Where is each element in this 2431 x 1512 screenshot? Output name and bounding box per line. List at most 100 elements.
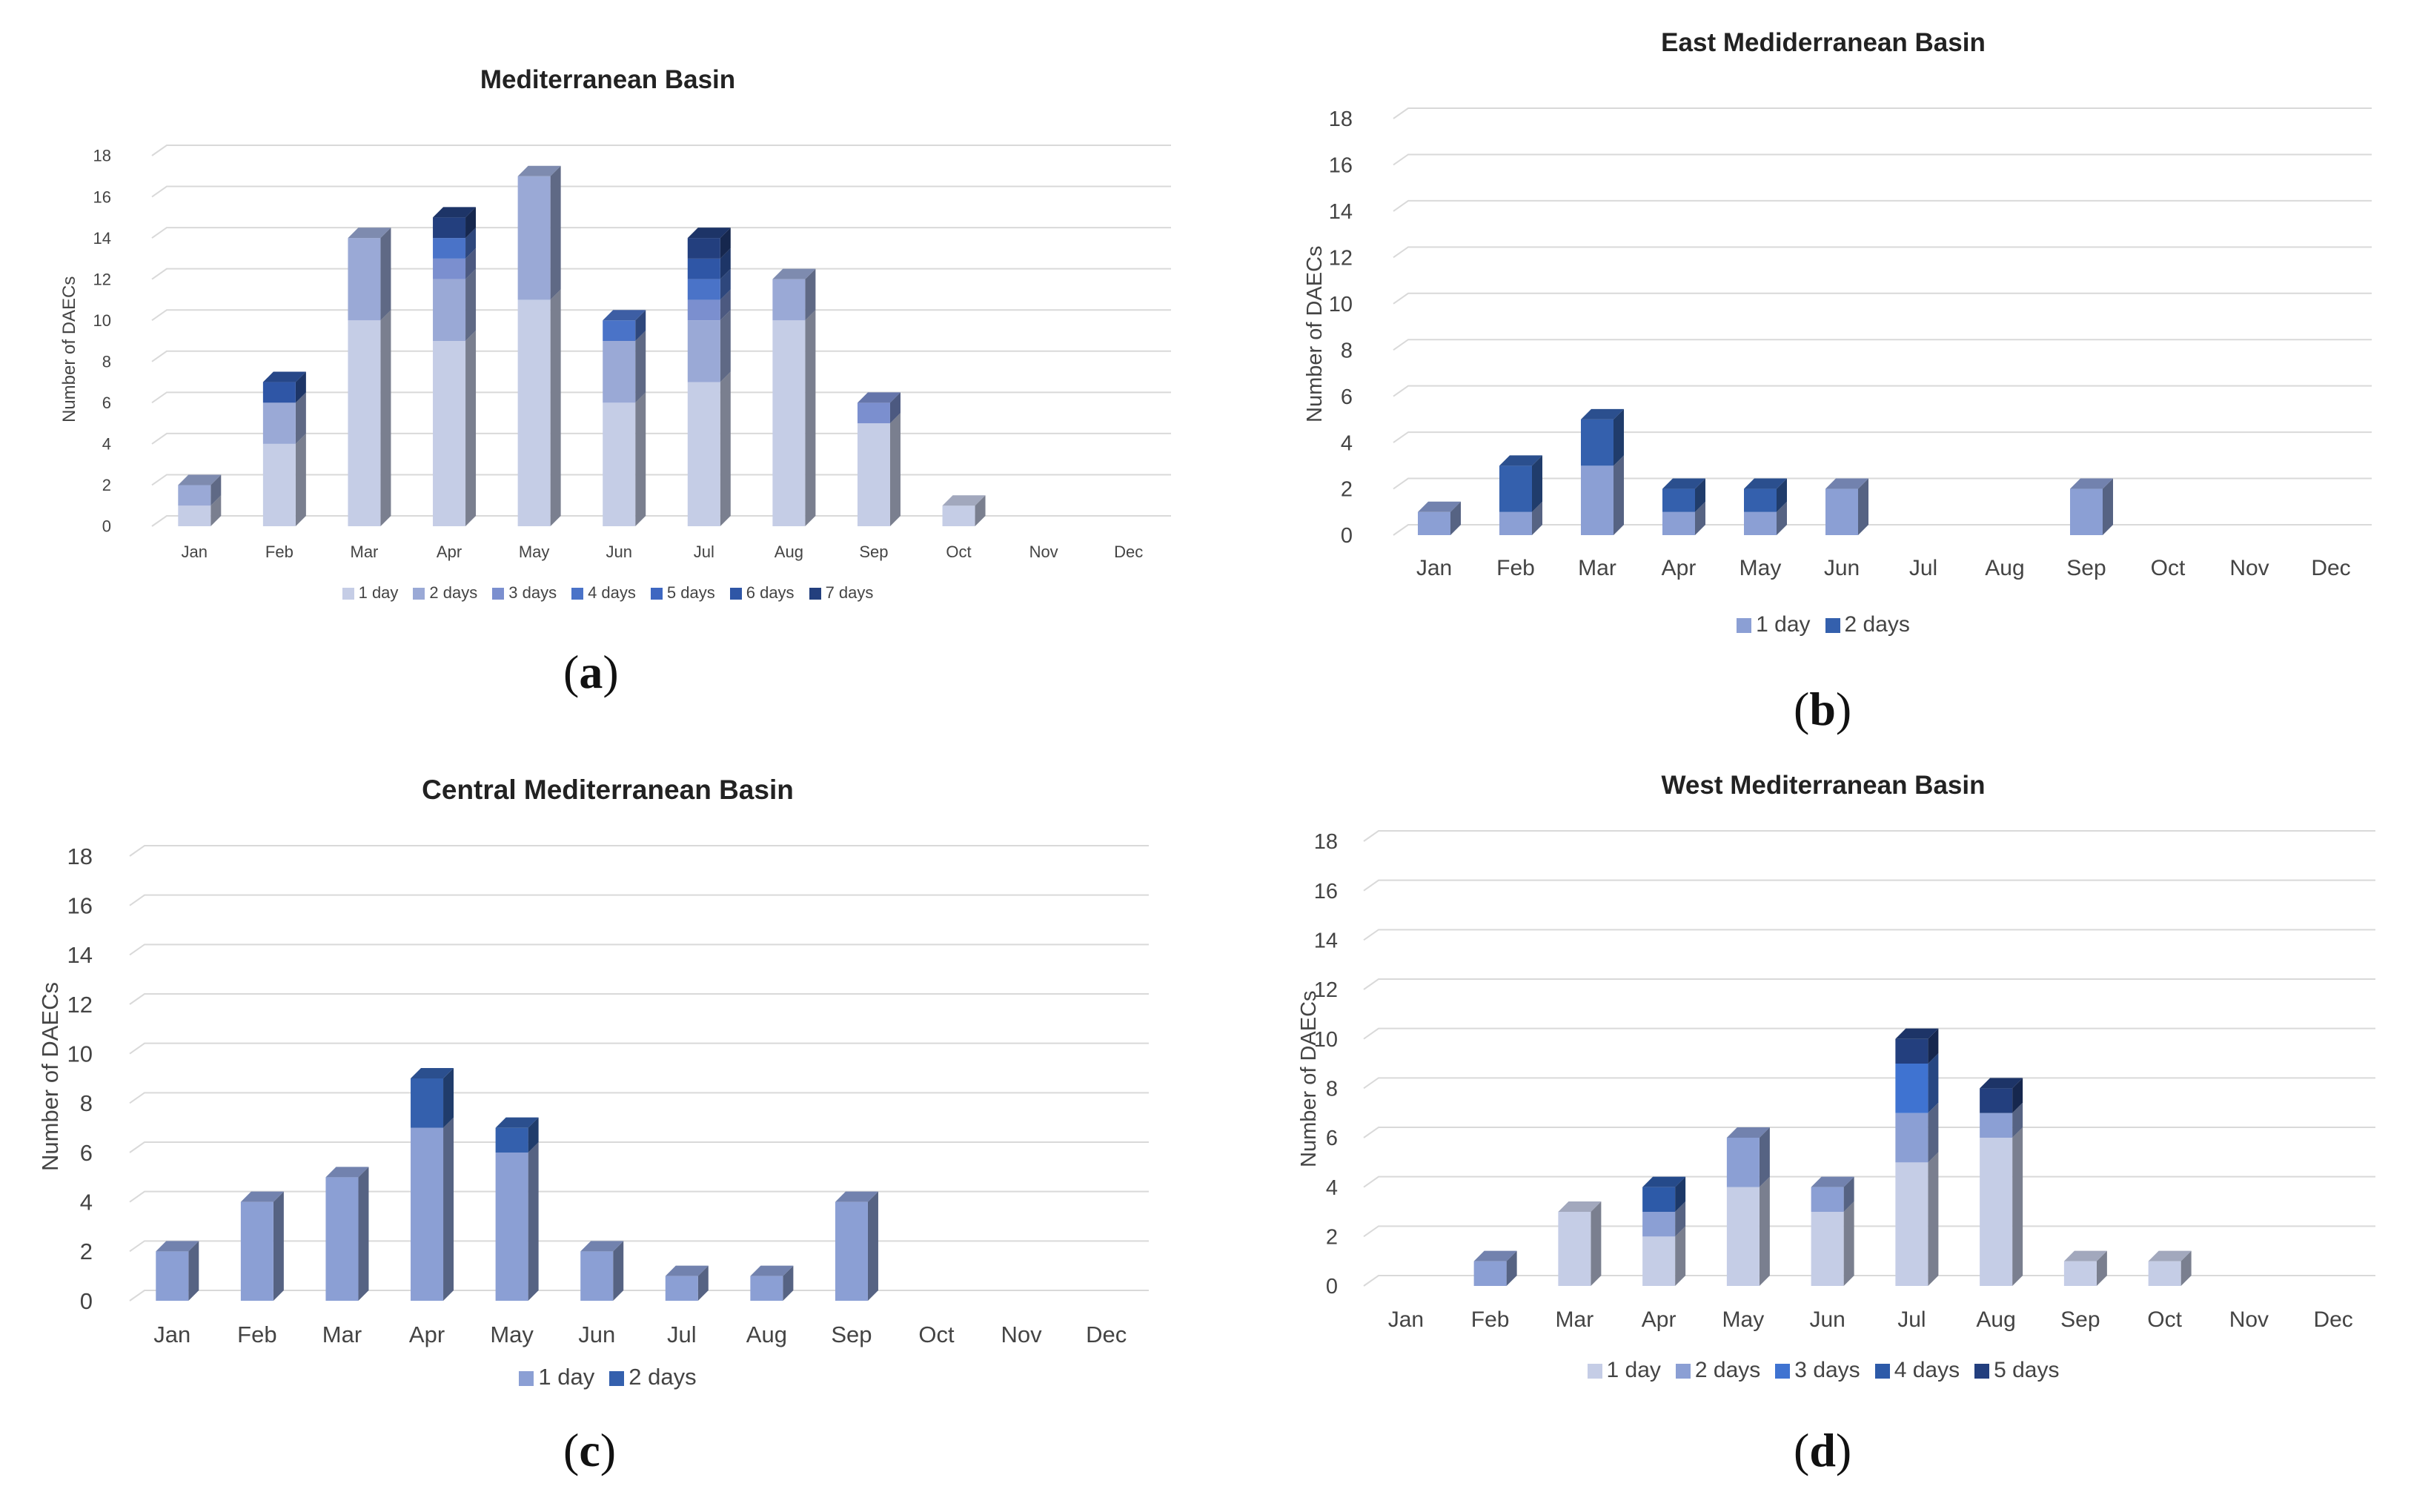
y-tick-label: 8	[80, 1090, 93, 1116]
legend-item: 1 day	[342, 583, 398, 603]
gridline	[129, 1042, 1149, 1055]
bar-top	[1642, 1176, 1686, 1187]
gridline	[1393, 292, 2372, 305]
gridline	[151, 350, 1171, 362]
panel-label: (a)	[563, 646, 619, 698]
bar-top	[750, 1265, 794, 1276]
x-tick-label: Apr	[1662, 556, 1697, 580]
y-tick-label: 10	[1314, 1028, 1338, 1052]
chart-legend: 1 day 2 days	[0, 1364, 1216, 1390]
bar-top	[942, 495, 986, 506]
gridline	[129, 1092, 1149, 1104]
y-tick-label: 16	[1314, 880, 1338, 903]
bar-segment	[1895, 1053, 1939, 1113]
bar-segment	[772, 310, 816, 526]
gridline	[151, 515, 1171, 527]
chart-legend: 1 day 2 days 3 days 4 days 5 days	[1216, 1358, 2431, 1383]
bar-top	[1662, 478, 1705, 489]
bar-segment	[603, 392, 646, 526]
bar-segment	[433, 207, 477, 239]
legend-swatch	[519, 1370, 534, 1386]
gridline	[1363, 978, 2375, 990]
bar-segment	[262, 371, 306, 403]
x-tick-label: Sep	[859, 543, 888, 561]
y-tick-label: 2	[102, 476, 111, 494]
bar-segment	[1581, 408, 1624, 466]
gridline	[151, 227, 1171, 239]
x-tick-label: Jan	[1388, 1307, 1424, 1332]
x-tick-label: Sep	[831, 1322, 872, 1347]
bar-segment	[1662, 501, 1705, 535]
y-tick-label: 10	[1329, 293, 1353, 316]
panel-letter: c	[579, 1424, 600, 1476]
bar-segment	[772, 268, 816, 321]
legend-item: 2 days	[1675, 1358, 1760, 1383]
y-tick-label: 8	[102, 352, 111, 371]
bar-segment	[2070, 478, 2113, 535]
gridline	[151, 309, 1171, 322]
legend-item: 1 day	[519, 1364, 594, 1390]
panel-label: (b)	[1794, 683, 1852, 735]
bar-top	[1895, 1028, 1939, 1039]
bar-segment	[1726, 1176, 1770, 1286]
legend-item: 1 day	[1587, 1358, 1661, 1383]
bar-segment	[750, 1265, 794, 1301]
y-tick-label: 18	[1329, 107, 1353, 131]
chart-title: West Mediterranean Basin	[1661, 771, 1986, 800]
legend-label: 2 days	[1844, 612, 1910, 637]
legend-label: 3 days	[508, 583, 557, 602]
gridline	[129, 993, 1149, 1005]
gridline	[1363, 1225, 2375, 1238]
y-tick-label: 0	[102, 517, 111, 536]
x-tick-label: Jan	[182, 543, 208, 561]
bar-segment	[262, 392, 306, 444]
bar-segment	[433, 248, 477, 279]
y-tick-label: 18	[67, 843, 93, 869]
bar-top	[325, 1167, 369, 1178]
chart-panel-d: West Mediterranean Basin Number of DAECs…	[1216, 756, 2431, 1512]
gridline	[151, 268, 1171, 280]
gridline	[129, 1190, 1149, 1203]
bar-top	[262, 371, 306, 382]
bar-top	[2148, 1250, 2192, 1261]
bar-segment	[857, 392, 901, 424]
y-tick-label: 4	[80, 1190, 93, 1216]
y-tick-label: 4	[1341, 431, 1353, 455]
y-tick-label: 2	[80, 1239, 93, 1264]
gridline	[1393, 339, 2372, 351]
legend-item: 2 days	[413, 583, 477, 603]
bar-segment	[262, 433, 306, 526]
y-tick-label: 14	[67, 942, 93, 968]
y-tick-label: 10	[67, 1041, 93, 1067]
gridline	[1393, 431, 2372, 443]
bar-segment	[1662, 478, 1705, 512]
chart-plot: 0 2 4 6 8 10 12 14 16 18 Jan Feb Mar Apr May Jun Jul Aug S…	[1329, 107, 2372, 580]
chart-plot: 0 2 4 6 8 10 12 14 16 18 Jan Feb Mar Apr May Jun Jul Aug S…	[1314, 830, 2375, 1332]
legend-label: 4 days	[1894, 1358, 1960, 1382]
y-tick-label: 10	[93, 311, 111, 330]
bar-segment	[178, 474, 222, 506]
bar-segment	[687, 268, 731, 300]
x-tick-label: May	[519, 543, 550, 561]
panel-label: (c)	[563, 1424, 617, 1476]
bar-segment	[348, 310, 391, 526]
bar-top	[1980, 1078, 2023, 1089]
bar-segment	[1744, 478, 1787, 512]
gridline	[1363, 1176, 2375, 1188]
y-tick-label: 12	[1329, 246, 1353, 270]
bar-segment	[433, 268, 477, 341]
bar-segment	[1499, 501, 1542, 535]
x-tick-label: Mar	[322, 1322, 362, 1347]
legend-item: 4 days	[1874, 1358, 1960, 1383]
legend-label: 2 days	[429, 583, 478, 602]
y-tick-label: 14	[1314, 929, 1338, 952]
gridline	[1393, 199, 2372, 212]
legend-label: 2 days	[629, 1364, 697, 1390]
bar-segment	[1811, 1176, 1854, 1212]
gridline	[1363, 1027, 2375, 1040]
x-tick-label: Jul	[1897, 1307, 1926, 1332]
bar-segment	[348, 228, 391, 321]
bar-segment	[687, 289, 731, 321]
bar-segment	[1895, 1152, 1939, 1286]
bar-segment	[411, 1117, 454, 1301]
